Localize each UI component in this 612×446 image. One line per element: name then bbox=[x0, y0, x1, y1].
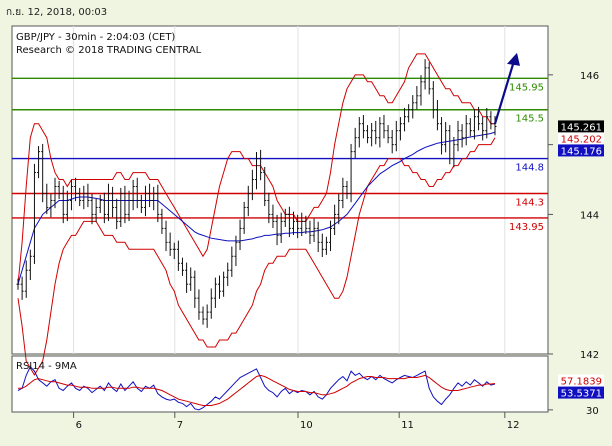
projection-arrowhead bbox=[507, 52, 520, 66]
chart-subtitle: Research © 2018 TRADING CENTRAL bbox=[16, 45, 202, 56]
x-tick-label: 11 bbox=[401, 420, 414, 431]
x-tick-label: 7 bbox=[177, 420, 183, 431]
y-tick-label: 146 bbox=[580, 71, 599, 82]
rsi-badge-bg bbox=[558, 374, 604, 387]
price-badge: 145.261 bbox=[561, 122, 602, 133]
x-tick-label: 12 bbox=[507, 420, 520, 431]
y-tick-label: 142 bbox=[580, 350, 599, 361]
rsi-y-tick-label: 30 bbox=[586, 406, 599, 417]
main-plot-area bbox=[11, 25, 549, 355]
rsi-badge: 57.1839 bbox=[561, 377, 602, 388]
moving-average bbox=[17, 131, 496, 285]
y-tick-label: 144 bbox=[580, 210, 599, 221]
timestamp: ก.ย. 12, 2018, 00:03 bbox=[6, 7, 108, 18]
rsi-ma-line bbox=[18, 374, 496, 406]
level-label: 144.3 bbox=[515, 197, 544, 208]
level-label: 145.95 bbox=[509, 82, 544, 93]
top-bar: ก.ย. 12, 2018, 00:03 bbox=[0, 0, 612, 24]
rsi-badge-bg bbox=[558, 386, 604, 399]
price-badge-bg bbox=[558, 120, 604, 133]
level-label: 144.8 bbox=[515, 163, 544, 174]
level-label: 145.5 bbox=[515, 114, 544, 125]
x-tick-label: 10 bbox=[300, 420, 313, 431]
price-badge-bg bbox=[558, 132, 604, 145]
price-badge: 145.176 bbox=[561, 146, 602, 157]
bollinger-lower bbox=[17, 137, 496, 376]
x-tick-label: 6 bbox=[76, 420, 82, 431]
chart-title: GBP/JPY - 30min - 2:04:03 (CET) bbox=[16, 32, 175, 43]
rsi-badge: 53.5371 bbox=[561, 389, 602, 400]
level-label: 143.95 bbox=[509, 222, 544, 233]
projection-arrow bbox=[493, 60, 516, 125]
price-badge: 145.202 bbox=[561, 134, 602, 145]
price-badge-bg bbox=[558, 144, 604, 157]
rsi-title: RSI14 - 9MA bbox=[16, 361, 77, 372]
